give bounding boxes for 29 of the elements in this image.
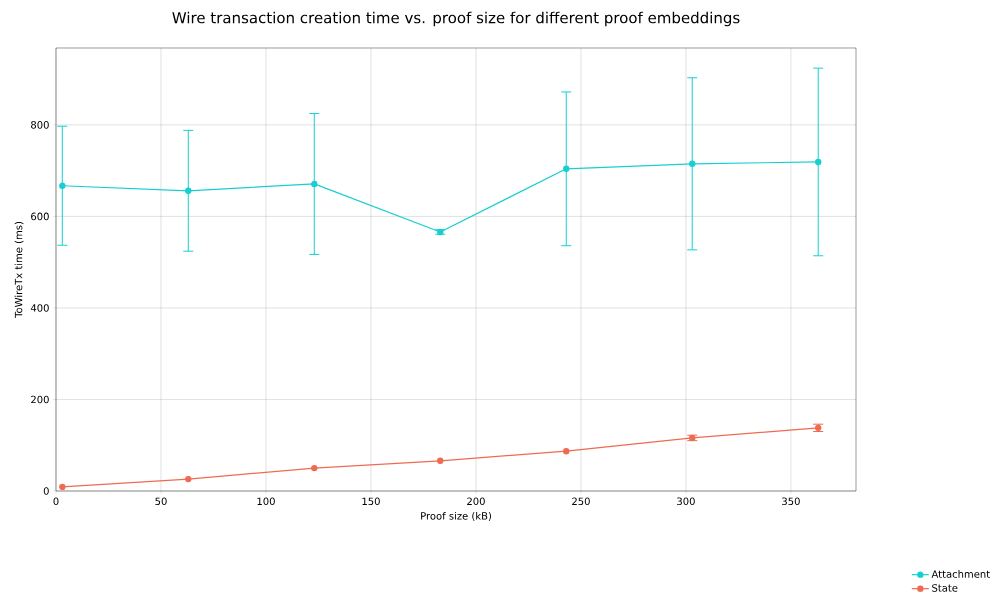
point: [185, 187, 192, 194]
point: [185, 475, 192, 483]
x-tick-label: 100: [257, 497, 275, 506]
x-tick-label: 50: [155, 497, 167, 506]
legend-label: Attachment: [931, 570, 990, 578]
point: [689, 160, 696, 167]
x-axis-title: Proof size (kB): [421, 511, 491, 521]
y-axis-title: ToWireTx time (ms): [14, 221, 24, 318]
x-tick-label: 0: [53, 497, 59, 506]
y-tick-label: 800: [31, 121, 49, 129]
y-tick-label: 0: [43, 487, 49, 495]
x-tick-label: 300: [677, 497, 695, 506]
point: [59, 483, 66, 491]
x-tick-label: 200: [467, 497, 485, 506]
legend-label: State: [932, 584, 958, 592]
point: [563, 447, 570, 455]
point: [815, 158, 822, 166]
point: [311, 180, 318, 188]
point: [311, 464, 318, 472]
x-tick-label: 150: [362, 497, 380, 506]
point: [437, 457, 444, 464]
point: [563, 165, 570, 173]
y-tick-label: 400: [30, 304, 49, 312]
y-tick-label: 600: [31, 212, 49, 221]
chart-title: Wire transaction creation time vs. proof size for different proof embeddings: [172, 11, 740, 27]
x-tick-label: 350: [782, 497, 800, 506]
y-tick-label: 200: [31, 395, 49, 404]
point: [59, 182, 66, 189]
x-tick-label: 250: [572, 497, 590, 506]
